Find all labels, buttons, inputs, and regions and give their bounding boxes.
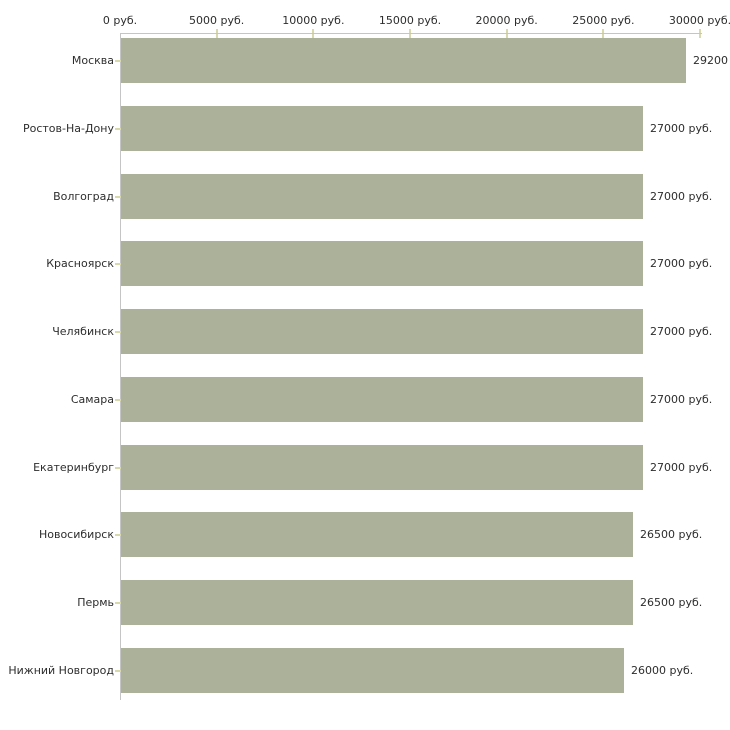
y-axis-tick-mark: [115, 59, 124, 62]
y-axis-tick-mark: [115, 195, 124, 198]
bar-row: Москва 29200 руб.: [0, 38, 730, 83]
y-axis-line: [120, 33, 121, 700]
y-axis-tick-mark: [115, 398, 124, 401]
value-label: 27000 руб.: [650, 325, 713, 338]
bar: [121, 377, 643, 422]
bar: [121, 38, 686, 83]
category-label: Новосибирск: [38, 528, 114, 541]
category-label: Екатеринбург: [33, 461, 114, 474]
bar: [121, 309, 643, 354]
value-label: 27000 руб.: [650, 393, 713, 406]
y-axis-tick-mark: [115, 466, 124, 469]
value-label: 29200 руб.: [693, 54, 730, 67]
y-axis-tick-mark: [115, 330, 124, 333]
bar-row: Волгоград 27000 руб.: [0, 174, 730, 219]
category-label: Нижний Новгород: [8, 664, 114, 677]
category-label: Самара: [70, 393, 114, 406]
value-label: 27000 руб.: [650, 461, 713, 474]
category-label: Волгоград: [53, 190, 114, 203]
bar-row: Новосибирск 26500 руб.: [0, 512, 730, 557]
category-label: Ростов-На-Дону: [22, 122, 114, 135]
bar-row: Красноярск 27000 руб.: [0, 241, 730, 286]
bar: [121, 106, 643, 151]
bar: [121, 580, 633, 625]
y-axis-tick-mark: [115, 127, 124, 130]
x-axis-tick-label: 5000 руб.: [189, 14, 245, 27]
value-label: 26500 руб.: [640, 596, 703, 609]
bar-row: Челябинск 27000 руб.: [0, 309, 730, 354]
bar: [121, 648, 624, 693]
y-axis-tick-mark: [115, 262, 124, 265]
value-label: 27000 руб.: [650, 257, 713, 270]
x-axis-tick-label: 10000 руб.: [282, 14, 345, 27]
value-label: 26000 руб.: [631, 664, 694, 677]
bar-row: Екатеринбург 27000 руб.: [0, 445, 730, 490]
bar: [121, 174, 643, 219]
x-axis-tick-label: 25000 руб.: [572, 14, 635, 27]
x-axis-tick-label: 20000 руб.: [475, 14, 538, 27]
bar: [121, 445, 643, 490]
category-label: Пермь: [77, 596, 114, 609]
bar: [121, 512, 633, 557]
value-label: 26500 руб.: [640, 528, 703, 541]
x-axis-tick-label: 30000 руб.: [668, 14, 730, 27]
bar-row: Нижний Новгород 26000 руб.: [0, 648, 730, 693]
y-axis-tick-mark: [115, 669, 124, 672]
y-axis-tick-mark: [115, 533, 124, 536]
x-axis-tick-label: 0 руб.: [102, 14, 138, 27]
bar-row: Самара 27000 руб.: [0, 377, 730, 422]
bar-row: Ростов-На-Дону 27000 руб.: [0, 106, 730, 151]
category-label: Челябинск: [52, 325, 114, 338]
x-axis-line: [120, 33, 702, 34]
x-axis-tick-label: 15000 руб.: [378, 14, 442, 27]
y-axis-tick-mark: [115, 601, 124, 604]
value-label: 27000 руб.: [650, 190, 713, 203]
value-label: 27000 руб.: [650, 122, 713, 135]
category-label: Москва: [71, 54, 114, 67]
bar-row: Пермь 26500 руб.: [0, 580, 730, 625]
category-label: Красноярск: [46, 257, 114, 270]
bar: [121, 241, 643, 286]
